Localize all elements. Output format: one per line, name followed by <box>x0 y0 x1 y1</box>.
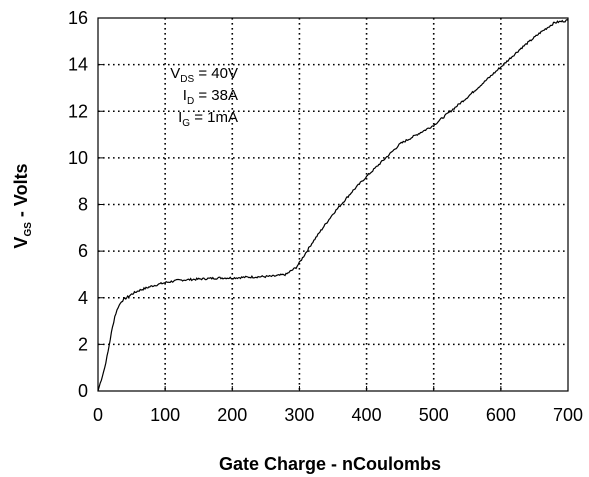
tick-labels: 0 100 200 300 400 500 600 700 0 2 4 6 8 10 12 14 16 <box>68 8 583 425</box>
y-axis-title-rest: - Volts <box>11 163 31 222</box>
y-tick-label: 16 <box>68 8 88 28</box>
x-tick-label: 100 <box>150 405 180 425</box>
y-axis-title: VGS - Volts <box>11 163 34 248</box>
annotation-line: IG = 1mA <box>178 109 238 129</box>
series-line <box>97 19 569 392</box>
annotation-sub: DS <box>180 74 194 85</box>
y-tick-label: 8 <box>78 195 88 215</box>
y-tick-label: 12 <box>68 101 88 121</box>
annotation-main: V <box>170 65 180 82</box>
y-tick-label: 2 <box>78 334 88 354</box>
grid <box>98 18 568 391</box>
y-tick-label: 14 <box>68 55 88 75</box>
x-tick-label: 600 <box>486 405 516 425</box>
annotation-sub: G <box>182 118 190 129</box>
y-tick-label: 4 <box>78 288 88 308</box>
y-axis-title-main: V <box>11 237 31 249</box>
ticks <box>97 17 569 392</box>
y-tick-label: 0 <box>78 381 88 401</box>
x-tick-label: 700 <box>553 405 583 425</box>
x-tick-label: 500 <box>419 405 449 425</box>
annotation-sub: D <box>187 96 194 107</box>
y-tick-label: 10 <box>68 148 88 168</box>
x-tick-label: 0 <box>93 405 103 425</box>
annotation-main: I <box>178 109 182 126</box>
x-axis-title: Gate Charge - nCoulombs <box>219 454 441 474</box>
annotation-line: ID = 38A <box>183 87 238 107</box>
x-tick-label: 300 <box>284 405 314 425</box>
x-tick-label: 400 <box>352 405 382 425</box>
annotation-rest: = 40V <box>194 65 238 82</box>
annotation-line: VDS = 40V <box>170 65 238 85</box>
y-axis-title-sub: GS <box>23 222 34 237</box>
annotation-main: I <box>183 87 187 104</box>
y-tick-label: 6 <box>78 241 88 261</box>
annotation-rest: = 1mA <box>190 109 238 126</box>
x-tick-label: 200 <box>217 405 247 425</box>
annotation-rest: = 38A <box>194 87 238 104</box>
